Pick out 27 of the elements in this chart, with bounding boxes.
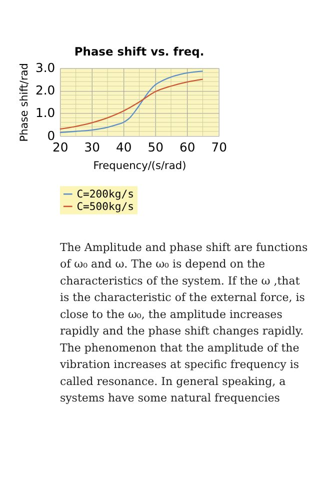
- text: characteristics of the system. If the ω ,that: [60, 274, 300, 288]
- x-tick-label: 20: [52, 140, 68, 154]
- y-tick-label: 2.0: [35, 84, 56, 98]
- legend-label: C=200kg/s: [76, 188, 134, 201]
- legend-label: C=500kg/s: [76, 200, 134, 213]
- text: The phenomenon that the amplitude of the: [60, 341, 300, 354]
- chart-title: Phase shift vs. freq.: [74, 44, 204, 59]
- y-tick-label: 0: [47, 128, 56, 143]
- text: vibration increases at specific frequency is: [58, 358, 300, 372]
- text: The Amplitude and phase shift are functions: [60, 240, 308, 254]
- text: rapidly and the phase shift changes rapidly.: [60, 324, 304, 338]
- y-axis-title: Phase shift/rad: [18, 63, 31, 142]
- text: is the characteristic of the external force, is: [60, 291, 306, 304]
- x-tick-label: 60: [179, 140, 196, 154]
- y-tick-label: 1.0: [35, 106, 56, 120]
- text: close to the ω₀, the amplitude increases: [60, 308, 283, 321]
- x-tick-label: 50: [148, 140, 164, 154]
- line-series: [59, 70, 204, 134]
- text: called resonance. In general speaking, a: [60, 374, 286, 388]
- text: of ω₀ and ω. The ω₀ is depend on the: [60, 258, 266, 271]
- text: systems have some natural frequencies: [60, 392, 280, 405]
- x-tick-label: 70: [211, 140, 228, 154]
- x-axis-title: Frequency/(s/rad): [93, 160, 186, 172]
- line-series: [59, 78, 204, 130]
- y-tick-label: 3.0: [35, 60, 56, 75]
- x-tick-label: 30: [84, 140, 100, 154]
- x-tick-label: 40: [116, 140, 132, 154]
